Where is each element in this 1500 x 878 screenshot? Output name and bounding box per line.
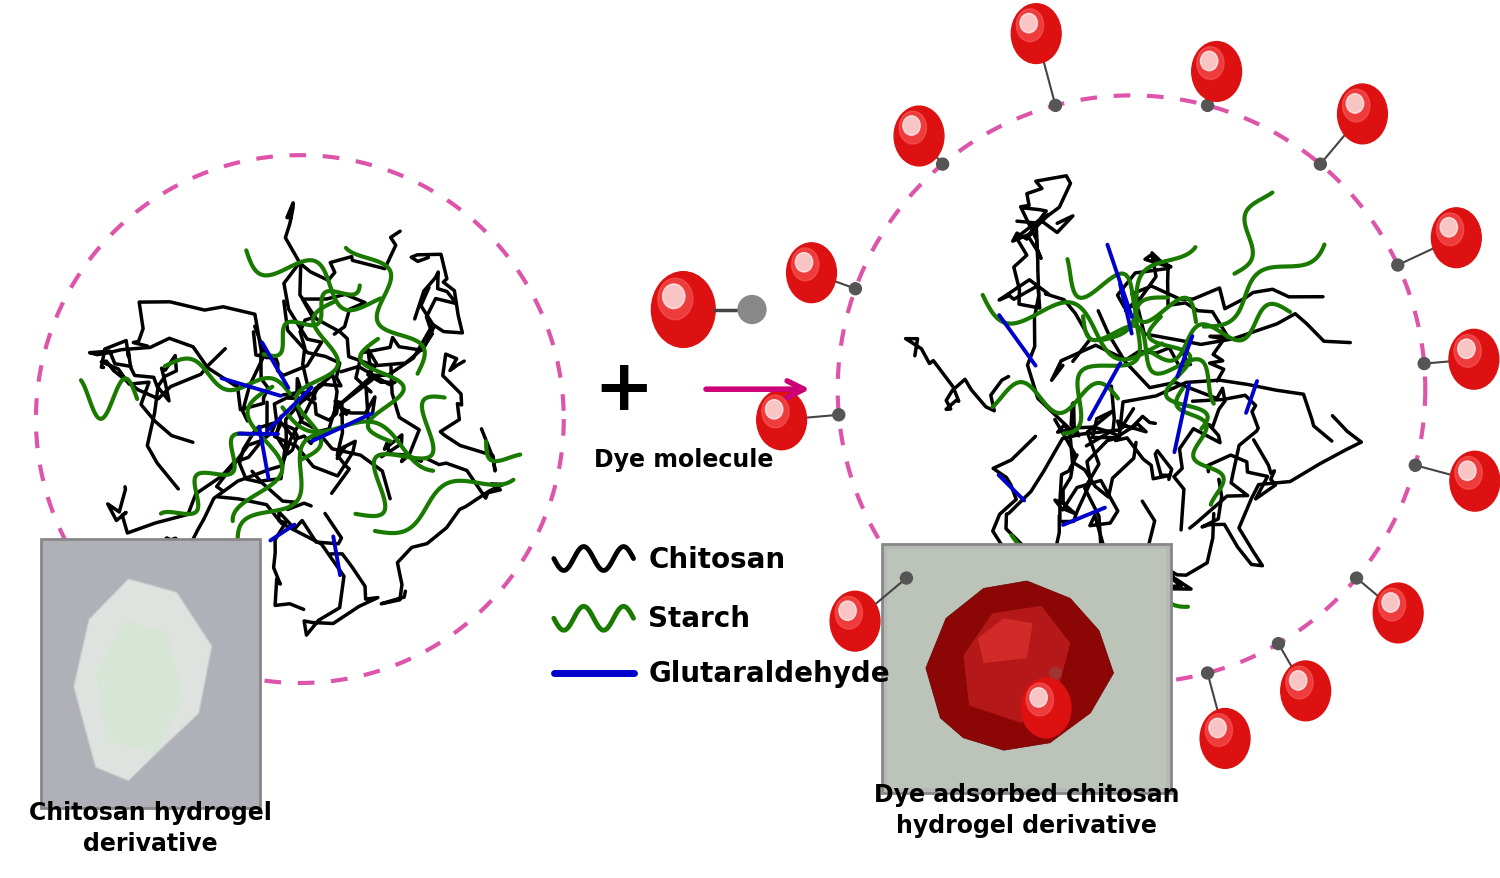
Ellipse shape (1209, 718, 1227, 738)
Polygon shape (96, 620, 183, 754)
Circle shape (1418, 358, 1430, 371)
Polygon shape (963, 606, 1070, 723)
Ellipse shape (1454, 335, 1482, 368)
Ellipse shape (1011, 4, 1060, 64)
Ellipse shape (1374, 583, 1423, 643)
Text: Dye molecule: Dye molecule (594, 448, 772, 471)
Ellipse shape (1290, 671, 1306, 690)
Circle shape (1392, 260, 1404, 271)
Ellipse shape (1382, 594, 1400, 613)
Ellipse shape (1204, 714, 1233, 746)
Polygon shape (888, 549, 1167, 788)
Circle shape (1202, 100, 1214, 112)
Text: Chitosan: Chitosan (648, 545, 786, 572)
Ellipse shape (1378, 588, 1406, 622)
Ellipse shape (903, 117, 921, 136)
Circle shape (1272, 638, 1284, 650)
Circle shape (1050, 100, 1062, 112)
Ellipse shape (795, 253, 813, 273)
Ellipse shape (1458, 462, 1476, 481)
Text: Dye adsorbed chitosan
hydrogel derivative: Dye adsorbed chitosan hydrogel derivativ… (874, 781, 1179, 838)
Text: Starch: Starch (648, 605, 750, 632)
Ellipse shape (1455, 457, 1482, 490)
Circle shape (936, 159, 948, 171)
Circle shape (738, 296, 766, 324)
Ellipse shape (1197, 47, 1224, 81)
Ellipse shape (756, 391, 807, 450)
Circle shape (1314, 159, 1326, 171)
Ellipse shape (1286, 666, 1312, 699)
Ellipse shape (792, 248, 819, 282)
Ellipse shape (1347, 95, 1364, 114)
Text: Chitosan hydrogel
derivative: Chitosan hydrogel derivative (28, 800, 272, 855)
Circle shape (1202, 667, 1214, 680)
Ellipse shape (1338, 85, 1388, 145)
Ellipse shape (762, 396, 789, 428)
Ellipse shape (651, 272, 716, 348)
Ellipse shape (1342, 90, 1370, 123)
Circle shape (1410, 460, 1422, 471)
Ellipse shape (1281, 661, 1330, 721)
Polygon shape (926, 581, 1113, 751)
Ellipse shape (839, 601, 856, 621)
Ellipse shape (786, 243, 837, 303)
Ellipse shape (898, 112, 927, 145)
Ellipse shape (1437, 213, 1464, 247)
Ellipse shape (1020, 14, 1038, 34)
Bar (40, 539, 260, 808)
Text: +: + (594, 356, 654, 424)
Ellipse shape (658, 279, 693, 320)
Ellipse shape (836, 597, 862, 630)
Ellipse shape (1030, 688, 1047, 708)
Ellipse shape (1191, 42, 1242, 102)
Ellipse shape (1026, 683, 1053, 716)
Bar (882, 544, 1172, 793)
Polygon shape (74, 579, 211, 781)
Ellipse shape (1022, 678, 1071, 738)
Ellipse shape (765, 400, 783, 420)
Ellipse shape (663, 284, 686, 309)
Circle shape (1350, 572, 1362, 585)
Ellipse shape (1450, 452, 1500, 512)
Ellipse shape (1200, 52, 1218, 72)
Ellipse shape (1458, 340, 1474, 359)
Ellipse shape (830, 592, 880, 651)
Circle shape (849, 284, 861, 295)
Text: Glutaraldehyde: Glutaraldehyde (648, 659, 890, 687)
Ellipse shape (1017, 10, 1044, 43)
Circle shape (833, 409, 844, 421)
Circle shape (1050, 667, 1062, 680)
Circle shape (900, 572, 912, 585)
Ellipse shape (1449, 330, 1498, 390)
Ellipse shape (1440, 219, 1458, 238)
Ellipse shape (1200, 709, 1249, 768)
Polygon shape (978, 619, 1032, 664)
Ellipse shape (1431, 209, 1480, 269)
Ellipse shape (894, 107, 944, 167)
